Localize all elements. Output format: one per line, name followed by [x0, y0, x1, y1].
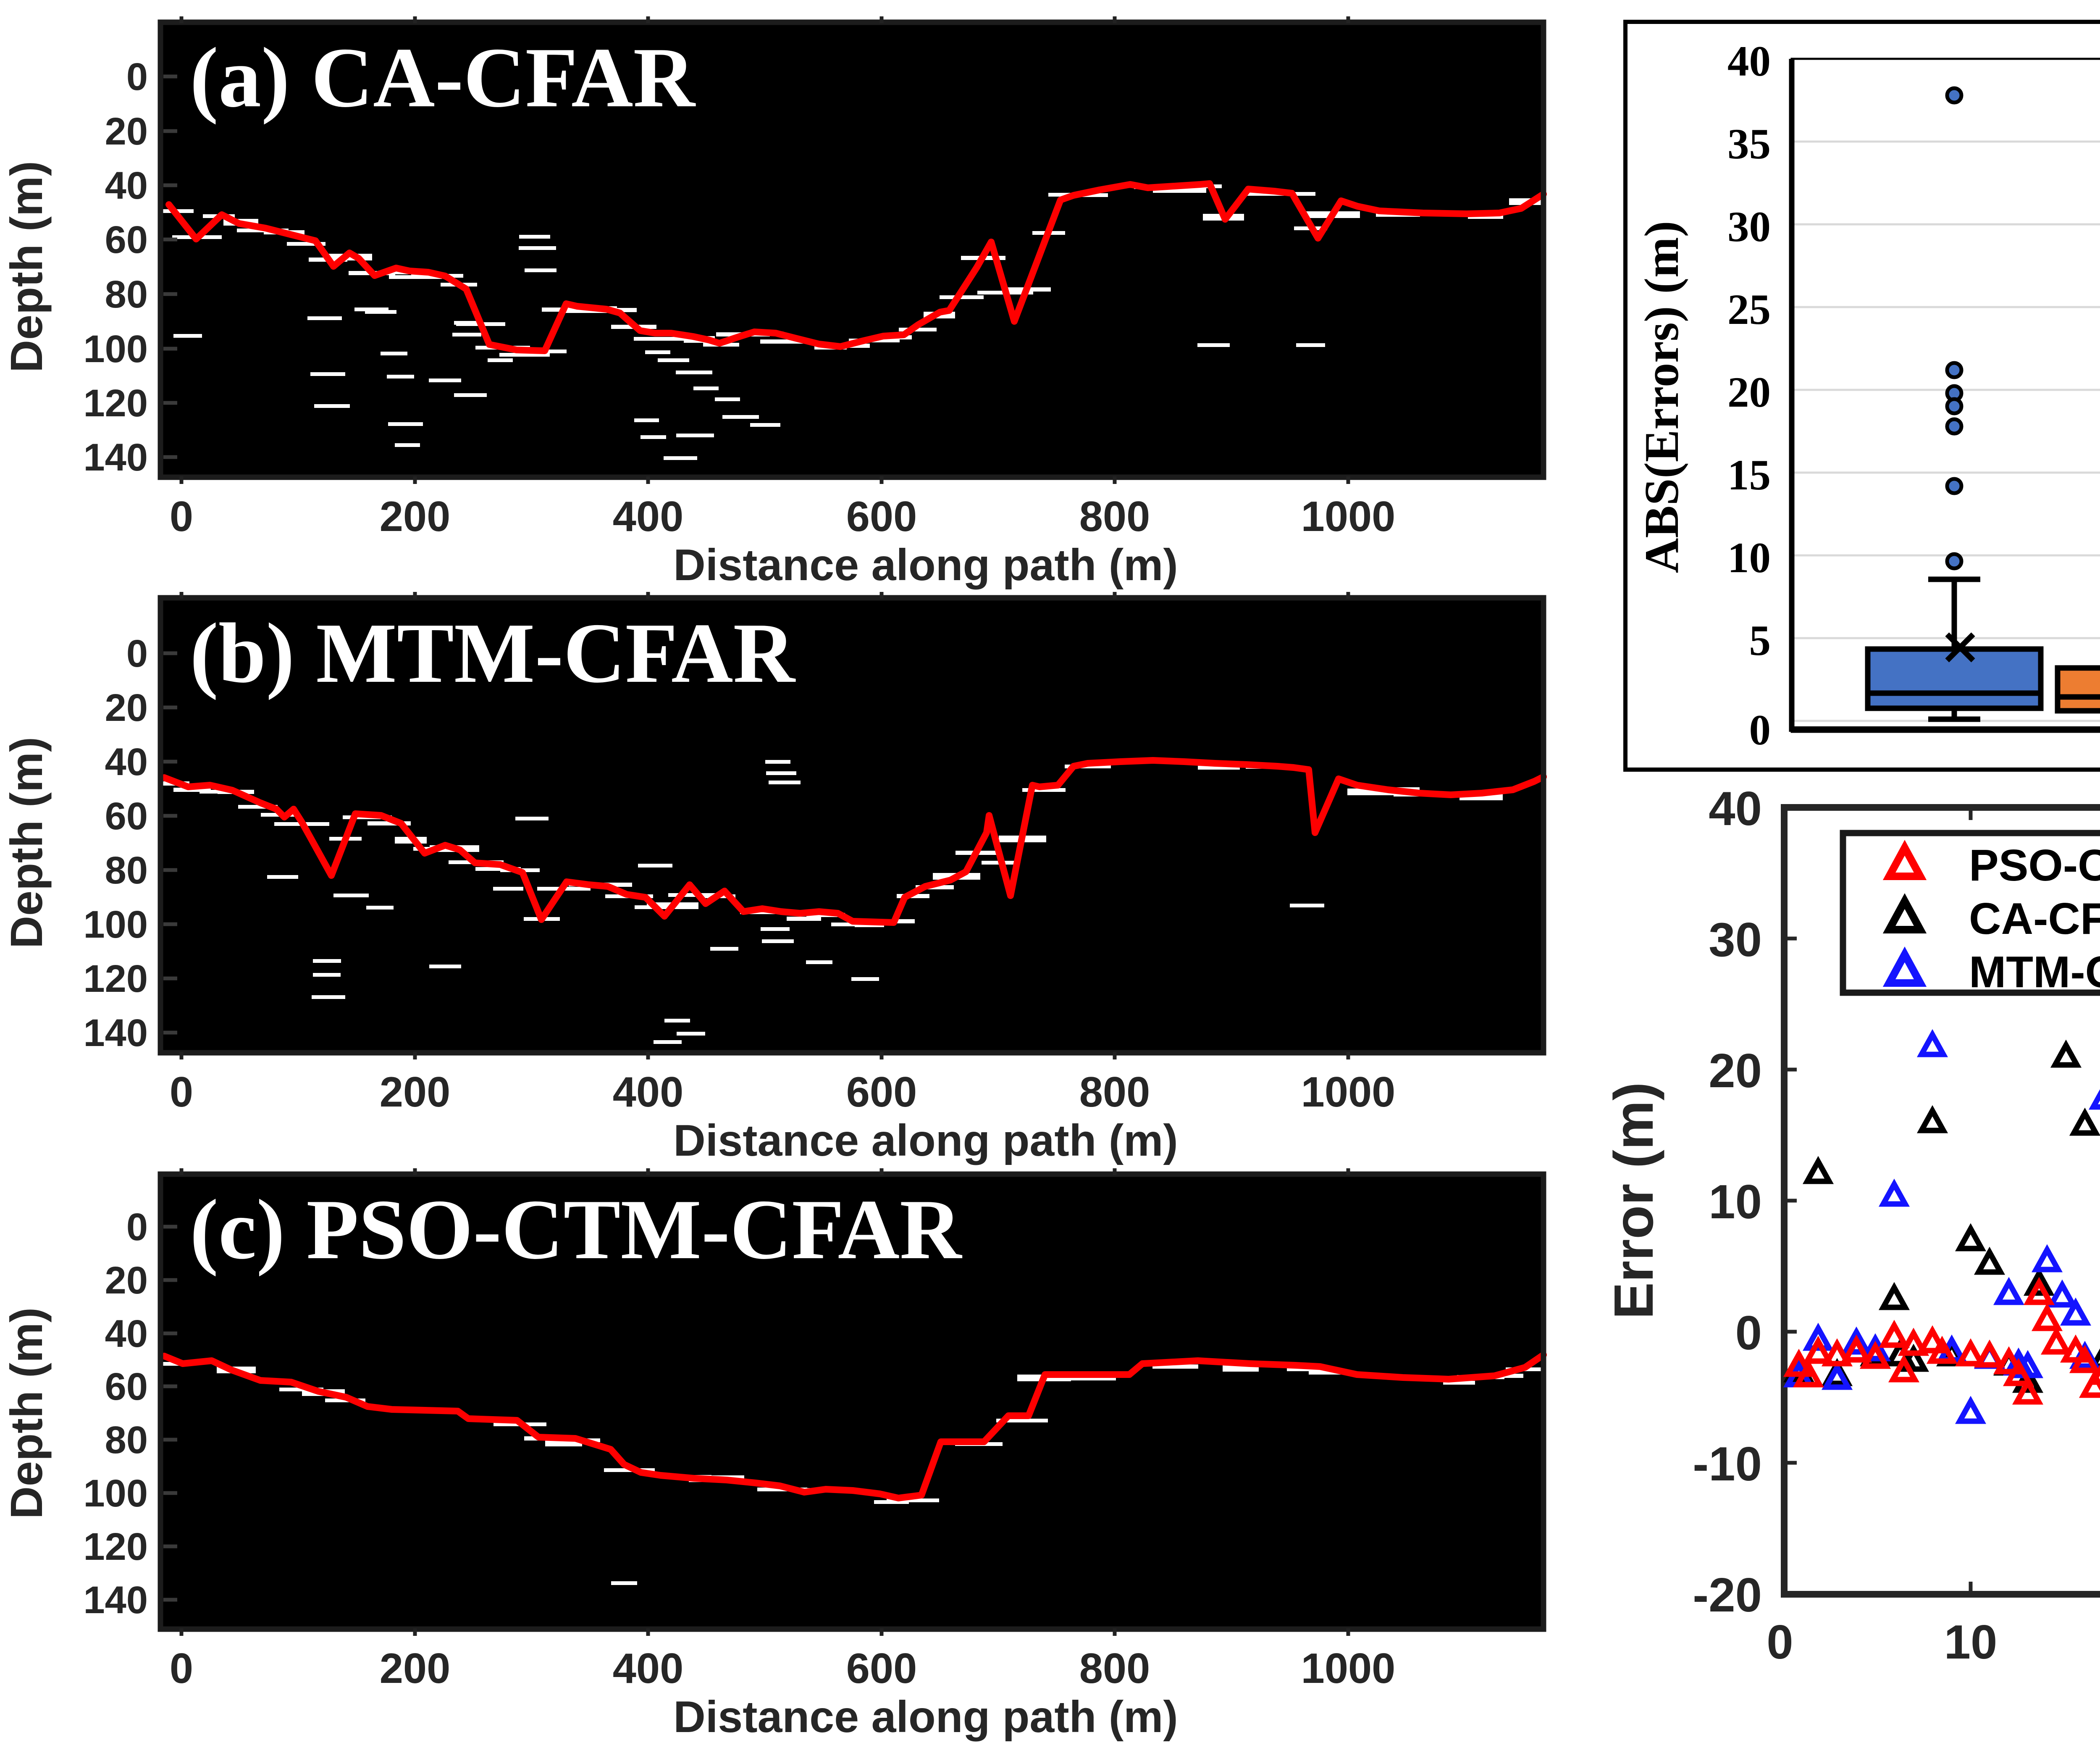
- svg-text:100: 100: [84, 1472, 148, 1515]
- svg-text:5: 5: [1749, 617, 1771, 665]
- svg-text:80: 80: [105, 273, 148, 316]
- svg-text:20: 20: [1727, 368, 1771, 416]
- svg-text:80: 80: [105, 1419, 148, 1462]
- svg-text:0: 0: [170, 1645, 193, 1692]
- svg-text:20: 20: [105, 1259, 148, 1302]
- svg-text:140: 140: [84, 436, 148, 479]
- svg-text:-10: -10: [1693, 1438, 1762, 1491]
- svg-text:40: 40: [105, 741, 148, 783]
- svg-text:1000: 1000: [1301, 1069, 1396, 1116]
- svg-text:CA-CFAR: CA-CFAR: [1969, 894, 2100, 944]
- svg-text:60: 60: [105, 1365, 148, 1408]
- svg-text:15: 15: [1727, 451, 1771, 499]
- svg-text:120: 120: [84, 382, 148, 425]
- svg-text:600: 600: [846, 493, 917, 540]
- svg-text:Distance along path (m): Distance along path (m): [673, 540, 1178, 590]
- svg-text:PSO-CTM-CFAR: PSO-CTM-CFAR: [1969, 841, 2100, 890]
- svg-text:-20: -20: [1693, 1569, 1762, 1622]
- svg-text:Distance along path (m): Distance along path (m): [673, 1116, 1178, 1165]
- svg-text:200: 200: [380, 493, 451, 540]
- svg-text:1000: 1000: [1301, 1645, 1396, 1692]
- svg-text:60: 60: [105, 218, 148, 261]
- svg-text:400: 400: [613, 1645, 684, 1692]
- svg-text:0: 0: [126, 55, 148, 98]
- svg-text:Depth (m): Depth (m): [1, 161, 52, 373]
- svg-text:20: 20: [1709, 1044, 1762, 1098]
- svg-text:60: 60: [105, 795, 148, 838]
- svg-text:1000: 1000: [1301, 493, 1396, 540]
- svg-text:800: 800: [1079, 1645, 1150, 1692]
- svg-text:600: 600: [846, 1645, 917, 1692]
- svg-text:400: 400: [613, 1069, 684, 1116]
- svg-text:120: 120: [84, 1525, 148, 1568]
- svg-text:0: 0: [1749, 706, 1771, 754]
- svg-text:40: 40: [1727, 37, 1771, 85]
- svg-text:10: 10: [1727, 534, 1771, 582]
- svg-text:0: 0: [126, 1206, 148, 1249]
- svg-text:Depth (m): Depth (m): [1, 1307, 52, 1519]
- svg-text:35: 35: [1727, 120, 1771, 168]
- svg-text:20: 20: [105, 686, 148, 729]
- svg-text:120: 120: [84, 957, 148, 1000]
- svg-text:400: 400: [613, 493, 684, 540]
- svg-text:100: 100: [84, 328, 148, 371]
- svg-text:200: 200: [380, 1069, 451, 1116]
- svg-text:20: 20: [105, 110, 148, 153]
- svg-text:10: 10: [1709, 1175, 1762, 1229]
- svg-text:Distance along path (m): Distance along path (m): [673, 1692, 1178, 1742]
- svg-text:Depth (m): Depth (m): [1, 737, 52, 949]
- svg-text:(c) PSO-CTM-CFAR: (c) PSO-CTM-CFAR: [190, 1182, 963, 1277]
- svg-text:(b) MTM-CFAR: (b) MTM-CFAR: [190, 606, 796, 701]
- svg-text:80: 80: [105, 849, 148, 892]
- svg-text:0: 0: [1767, 1616, 1793, 1669]
- svg-text:Error (m): Error (m): [1603, 1082, 1664, 1320]
- svg-text:800: 800: [1079, 493, 1150, 540]
- svg-text:MTM-CFAR: MTM-CFAR: [1969, 947, 2100, 997]
- svg-text:40: 40: [105, 164, 148, 207]
- svg-text:100: 100: [84, 903, 148, 946]
- svg-text:140: 140: [84, 1012, 148, 1054]
- svg-text:40: 40: [1709, 782, 1762, 836]
- svg-text:(a) CA-CFAR: (a) CA-CFAR: [190, 30, 696, 125]
- svg-text:10: 10: [1944, 1616, 1998, 1669]
- svg-text:30: 30: [1709, 913, 1762, 967]
- svg-text:0: 0: [126, 632, 148, 675]
- svg-text:800: 800: [1079, 1069, 1150, 1116]
- svg-text:0: 0: [1735, 1306, 1762, 1360]
- svg-text:25: 25: [1727, 286, 1771, 334]
- svg-text:140: 140: [84, 1579, 148, 1622]
- svg-text:0: 0: [170, 493, 193, 540]
- svg-text:600: 600: [846, 1069, 917, 1116]
- svg-text:30: 30: [1727, 203, 1771, 251]
- svg-text:40: 40: [105, 1312, 148, 1355]
- svg-text:0: 0: [170, 1069, 193, 1116]
- svg-text:200: 200: [380, 1645, 451, 1692]
- svg-text:ABS(Errors) (m): ABS(Errors) (m): [1635, 221, 1689, 573]
